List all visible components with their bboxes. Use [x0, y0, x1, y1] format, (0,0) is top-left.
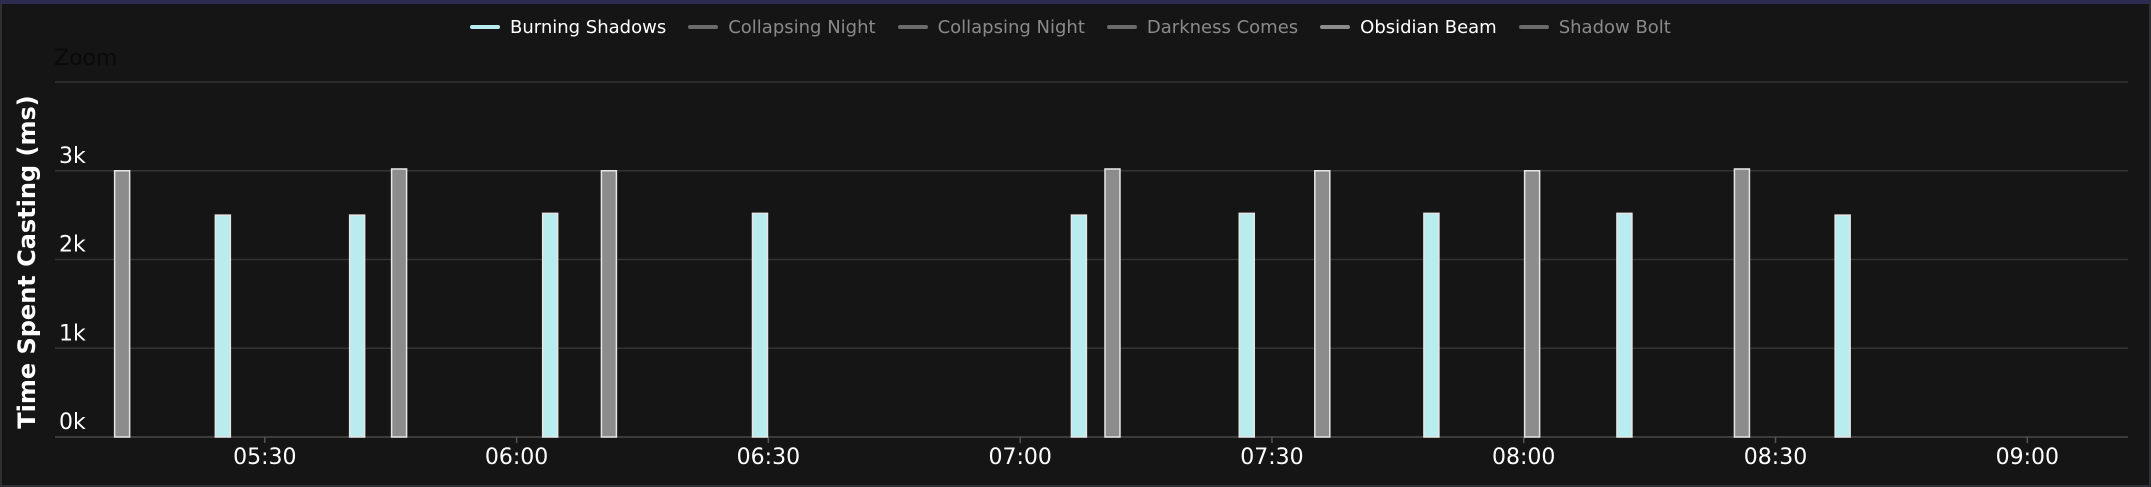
y-tick-label: 2k — [59, 233, 86, 258]
legend-label: Obsidian Beam — [1360, 16, 1497, 38]
legend-label: Burning Shadows — [510, 16, 667, 38]
y-tick-label: 0k — [59, 410, 86, 435]
bar[interactable] — [1238, 212, 1256, 438]
x-tick-label: 08:30 — [1744, 445, 1807, 470]
bar[interactable] — [1423, 212, 1440, 438]
bar[interactable] — [113, 170, 131, 438]
bar[interactable] — [1733, 168, 1751, 438]
bar[interactable] — [1834, 214, 1851, 438]
legend-label: Collapsing Night — [728, 16, 876, 38]
x-tick-label: 06:30 — [737, 445, 800, 470]
bar[interactable] — [390, 168, 408, 438]
legend-swatch-icon — [688, 25, 719, 29]
legend-item[interactable]: Collapsing Night — [897, 16, 1085, 38]
legend-item[interactable]: Burning Shadows — [470, 17, 666, 38]
bar[interactable] — [1616, 212, 1633, 438]
legend-label: Collapsing Night — [937, 16, 1085, 38]
bar[interactable] — [1314, 170, 1331, 438]
x-tick-label: 07:00 — [988, 445, 1051, 470]
legend-swatch-icon — [1320, 25, 1351, 29]
chart-legend: Burning Shadows Collapsing Night Collapsin… — [470, 14, 1671, 40]
x-tick-label: 07:30 — [1240, 445, 1303, 470]
y-tick-label: 1k — [59, 321, 86, 346]
y-tick-label: 3k — [59, 144, 86, 169]
zoom-label[interactable]: Zoom — [54, 46, 118, 71]
bar[interactable] — [751, 212, 769, 438]
bar[interactable] — [214, 214, 232, 438]
legend-item[interactable]: Darkness Comes — [1106, 16, 1299, 38]
bar[interactable] — [1104, 168, 1121, 438]
legend-item[interactable]: Shadow Bolt — [1518, 16, 1671, 38]
legend-swatch-icon — [470, 25, 500, 29]
legend-item[interactable]: Obsidian Beam — [1320, 17, 1497, 38]
x-tick-label: 08:00 — [1492, 445, 1555, 470]
legend-label: Darkness Comes — [1146, 16, 1299, 38]
legend-label: Shadow Bolt — [1558, 16, 1671, 38]
x-tick-label: 06:00 — [485, 445, 548, 470]
legend-swatch-icon — [1106, 25, 1137, 29]
legend-swatch-icon — [897, 25, 928, 29]
legend-item[interactable]: Collapsing Night — [688, 16, 876, 38]
bar[interactable] — [541, 212, 559, 438]
legend-swatch-icon — [1518, 25, 1549, 29]
bar[interactable] — [348, 214, 366, 438]
x-tick-label: 05:30 — [233, 445, 296, 470]
bar[interactable] — [600, 170, 618, 438]
bar[interactable] — [1070, 214, 1088, 438]
bar[interactable] — [1523, 170, 1541, 438]
x-tick-label: 09:00 — [1996, 445, 2059, 470]
